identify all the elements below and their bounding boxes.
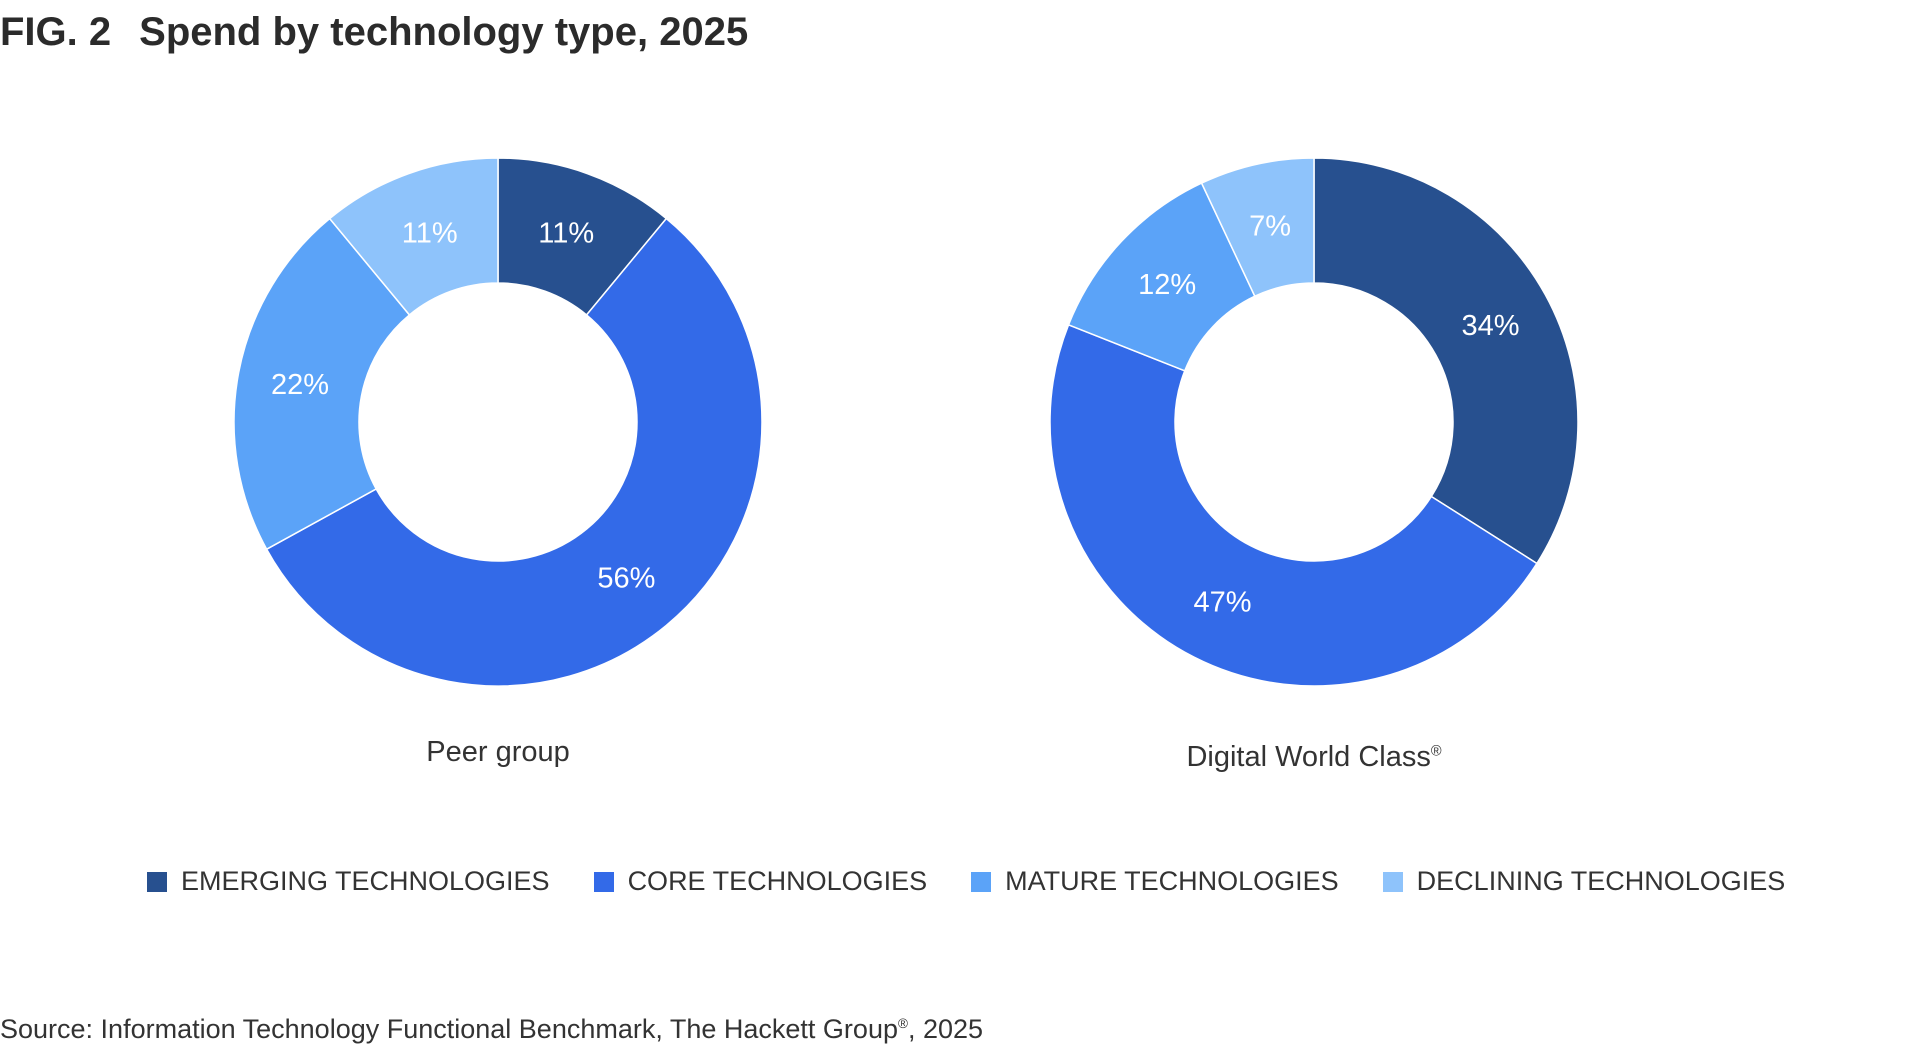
registered-mark: ® (897, 1016, 908, 1031)
donut-slice-core-technologies (1049, 323, 1538, 687)
legend-label: DECLINING TECHNOLOGIES (1416, 866, 1786, 896)
title-text: Spend by technology type, 2025 (139, 10, 749, 54)
legend-item-core: CORE TECHNOLOGIES (593, 866, 928, 897)
legend-item-declining: DECLINING TECHNOLOGIES (1382, 866, 1786, 897)
donut-slice-mature-technologies (233, 217, 411, 551)
donut-slice-emerging-technologies (1313, 157, 1579, 565)
source-note: Source: Information Technology Functiona… (0, 1014, 983, 1045)
data-label: 34% (1462, 310, 1520, 342)
source-year: , 2025 (907, 1014, 984, 1044)
data-label: 47% (1193, 587, 1251, 619)
chart-title: FIG. 2 Spend by technology type, 2025 (0, 10, 748, 55)
data-label: 11% (538, 217, 594, 249)
data-label: 7% (1249, 210, 1291, 242)
legend-label: MATURE TECHNOLOGIES (1005, 866, 1339, 896)
data-label: 11% (402, 217, 458, 249)
legend-label: EMERGING TECHNOLOGIES (181, 866, 550, 896)
caption-digital-world-class: Digital World Class® (1186, 741, 1441, 774)
caption-text: Peer group (426, 736, 570, 768)
legend: EMERGING TECHNOLOGIES CORE TECHNOLOGIES … (147, 866, 1785, 897)
legend-swatch (1382, 871, 1403, 892)
caption-peer-group: Peer group (426, 736, 570, 769)
caption-text: Digital World Class (1186, 741, 1431, 773)
donut-slice-core-technologies (265, 217, 763, 687)
legend-swatch (147, 871, 167, 892)
legend-label: CORE TECHNOLOGIES (627, 866, 928, 896)
data-label: 22% (271, 369, 329, 401)
legend-swatch (971, 871, 992, 892)
legend-swatch (593, 871, 614, 892)
registered-mark: ® (1430, 743, 1442, 760)
donut-slice-declining-technologies (1200, 157, 1315, 298)
donut-slice-declining-technologies (328, 157, 499, 316)
legend-item-mature: MATURE TECHNOLOGIES (971, 866, 1339, 897)
source-text: Source: Information Technology Functiona… (0, 1014, 898, 1044)
data-label: 56% (597, 562, 655, 594)
data-label: 12% (1138, 269, 1196, 301)
figure-number: FIG. 2 (0, 10, 112, 54)
legend-item-emerging: EMERGING TECHNOLOGIES (147, 866, 550, 897)
